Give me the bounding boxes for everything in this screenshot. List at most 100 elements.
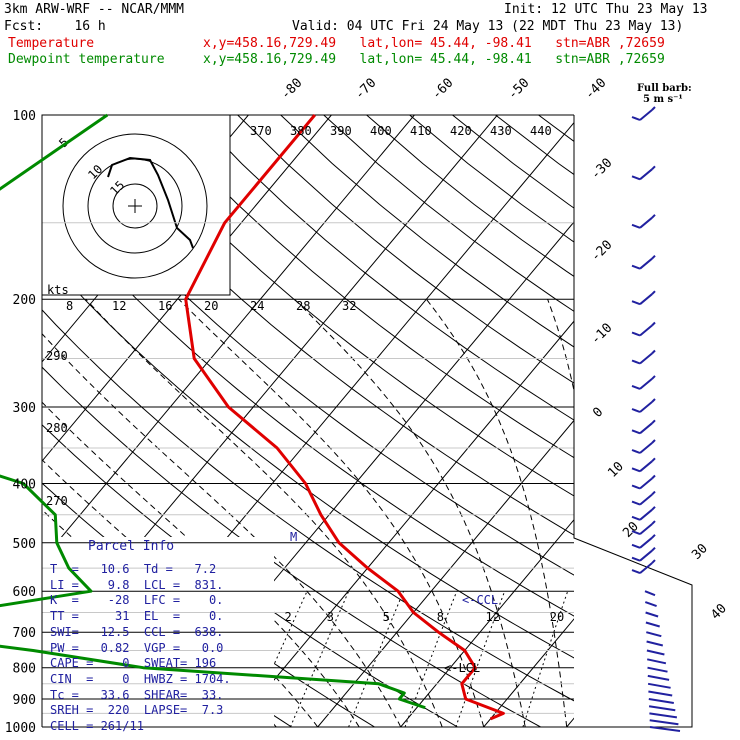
parcel-info-title: Parcel Info bbox=[88, 539, 175, 554]
wind-barb-staff bbox=[646, 640, 664, 647]
wind-barb-staff bbox=[639, 109, 653, 121]
wind-barb-flag bbox=[651, 546, 656, 552]
melting-level-annotation: M bbox=[290, 530, 297, 544]
wind-barb-staff bbox=[639, 442, 653, 454]
theta-label: 390 bbox=[330, 124, 352, 138]
dry-adiabat-line bbox=[323, 115, 574, 312]
isotherm-line bbox=[733, 115, 740, 727]
wind-barb bbox=[631, 375, 656, 390]
wind-barb-flag bbox=[651, 321, 656, 327]
isotherm-line bbox=[42, 115, 332, 462]
hodograph-axis-label: 20 bbox=[204, 299, 218, 313]
wind-barb-flag bbox=[651, 457, 656, 463]
isotherm-label: 30 bbox=[689, 541, 711, 563]
frame-line bbox=[42, 115, 693, 728]
parcel-info-row: TT = 31 EL = 0. bbox=[50, 609, 224, 624]
wind-barb-flag bbox=[651, 375, 656, 380]
isotherm-label: -40 bbox=[582, 76, 609, 103]
isotherm-label: -60 bbox=[429, 76, 456, 103]
wind-barb bbox=[631, 474, 656, 490]
wind-barb-flag bbox=[631, 556, 641, 562]
dewpoint-legend: Dewpoint temperature bbox=[8, 52, 165, 67]
hodograph-axis-label: 28 bbox=[296, 299, 310, 313]
pressure-tick-label: 700 bbox=[13, 626, 36, 641]
isotherm-line bbox=[400, 518, 574, 727]
hodograph-ring bbox=[112, 183, 158, 229]
pressure-tick-label: 1000 bbox=[5, 721, 36, 736]
wind-barb-flag bbox=[631, 530, 641, 536]
wind-barb-staff bbox=[639, 562, 653, 574]
wind-barb-flag bbox=[631, 175, 641, 181]
pressure-tick-label: 100 bbox=[13, 109, 36, 124]
hodograph-axis-label: 16 bbox=[158, 299, 172, 313]
wind-barbs bbox=[631, 106, 681, 732]
isotherm-line bbox=[483, 618, 574, 727]
wind-barb-staff bbox=[639, 523, 653, 535]
mixing-ratio-label: 5 bbox=[383, 610, 390, 624]
isotherm-label: 0 bbox=[590, 405, 606, 421]
wind-barb-flag bbox=[651, 474, 656, 480]
isotherm-label: -20 bbox=[588, 238, 615, 265]
wind-barb-staff bbox=[645, 611, 659, 618]
theta-label: 410 bbox=[410, 124, 432, 138]
theta-label: 430 bbox=[490, 124, 512, 138]
theta-label: 380 bbox=[290, 124, 312, 138]
wind-barb-flag bbox=[651, 106, 656, 111]
mixing-ratio-label: 12 bbox=[486, 610, 500, 624]
wind-barb-staff bbox=[645, 621, 660, 628]
pressure-tick-label: 600 bbox=[13, 585, 36, 600]
mixing-ratio-label: 3 bbox=[327, 610, 334, 624]
mixing-ratio-lines bbox=[246, 590, 569, 727]
wind-barb-staff bbox=[648, 690, 673, 697]
wind-barb-flag bbox=[651, 214, 656, 219]
theta-label: 420 bbox=[450, 124, 472, 138]
parcel-info-row: T = 10.6 Td = 7.2 bbox=[50, 562, 217, 576]
wind-barb-staff bbox=[644, 601, 657, 608]
parcel-info-row: LI = 9.8 LCL = 831. bbox=[50, 577, 224, 592]
wind-barb-staff bbox=[639, 537, 653, 549]
dewpoint-line bbox=[0, 113, 426, 710]
wind-barb-flag bbox=[631, 300, 641, 306]
barb-legend-units: 5 m s⁻¹ bbox=[643, 94, 683, 105]
wind-barb-staff bbox=[639, 352, 653, 365]
wind-barb bbox=[631, 349, 656, 365]
lcl-annotation: <-LCL bbox=[444, 661, 480, 675]
init-time: Init: 12 UTC Thu 23 May 13 bbox=[504, 2, 708, 17]
wind-barb bbox=[631, 290, 656, 306]
wind-barb-staff bbox=[646, 631, 662, 638]
mixing-ratio-line bbox=[404, 591, 458, 727]
wind-barb-flag bbox=[651, 439, 656, 444]
wind-barb-flag bbox=[631, 449, 641, 454]
wind-barb bbox=[631, 439, 656, 454]
wind-barb-flag bbox=[631, 467, 641, 473]
parcel-info-row: CIN = 0 HWBZ = 1704. bbox=[50, 671, 231, 686]
temperature-location: x,y=458.16,729.49 lat,lon= 45.44, -98.41… bbox=[203, 36, 665, 51]
hodograph-units-label: kts bbox=[47, 283, 69, 297]
wind-barb-staff bbox=[639, 509, 653, 521]
wind-barb-flag bbox=[651, 490, 656, 496]
pressure-tick-label: 500 bbox=[13, 537, 36, 552]
wind-barb-staff bbox=[649, 726, 681, 732]
pressure-tick-label: 800 bbox=[13, 662, 36, 677]
wind-barb-flag bbox=[651, 559, 656, 564]
wind-barb-flag bbox=[651, 534, 656, 539]
pressure-tick-label: 900 bbox=[13, 693, 36, 708]
dry-adiabat-line bbox=[538, 115, 574, 143]
wind-barb-staff bbox=[649, 712, 678, 719]
wind-barb-staff bbox=[639, 168, 653, 181]
theta-label: 280 bbox=[46, 421, 68, 435]
parcel-info-row: CELL = 261/11 bbox=[50, 719, 144, 733]
wind-barb-flag bbox=[651, 520, 656, 525]
parcel-info-row: Tc = 33.6 SHEAR= 33. bbox=[50, 687, 224, 702]
wind-barb-flag bbox=[631, 223, 641, 229]
parcel-info-row: SWI= 12.5 CCL = 638. bbox=[50, 624, 224, 639]
wind-barb-flag bbox=[631, 569, 641, 575]
wind-barb-staff bbox=[647, 666, 668, 673]
wind-barb-flag bbox=[651, 165, 656, 171]
wind-barb-flag bbox=[651, 290, 656, 295]
wind-barb-staff bbox=[639, 217, 653, 229]
isotherm-label: 10 bbox=[605, 459, 627, 481]
dry-adiabat-line bbox=[452, 115, 574, 209]
wind-barb-flag bbox=[631, 484, 641, 490]
